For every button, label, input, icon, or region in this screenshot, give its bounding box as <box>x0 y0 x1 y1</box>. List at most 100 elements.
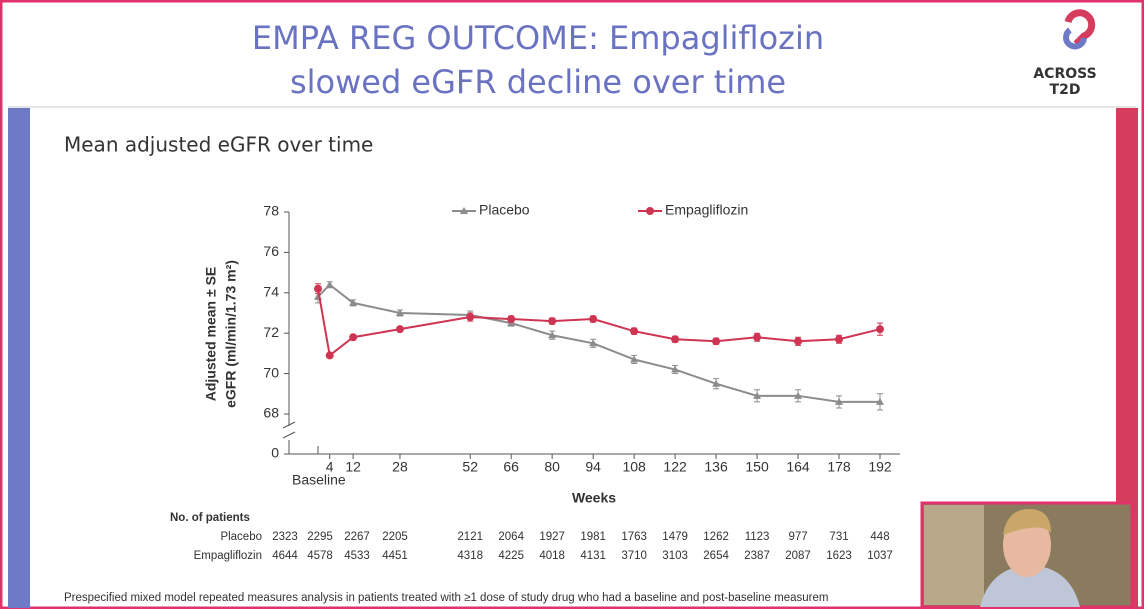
table-cell: 1262 <box>703 531 729 543</box>
right-strip <box>1116 108 1138 608</box>
y-tick-label: 0 <box>271 445 279 461</box>
slide-title: slowed eGFR decline over time <box>290 63 786 101</box>
left-strip <box>8 108 30 608</box>
x-tick-label: 52 <box>462 459 478 475</box>
table-cell: 2323 <box>272 531 298 543</box>
data-point <box>671 335 680 344</box>
x-tick-label: 150 <box>745 459 769 475</box>
x-tick-label: Baseline <box>292 472 346 488</box>
data-point <box>395 325 404 334</box>
slide-title: EMPA REG OUTCOME: Empagliflozin <box>252 19 824 57</box>
table-cell: 1623 <box>826 550 852 562</box>
legend-marker <box>460 207 468 214</box>
table-cell: 4318 <box>457 550 483 562</box>
data-point <box>835 397 844 405</box>
y-tick-label: 76 <box>263 243 279 259</box>
data-point <box>630 327 639 336</box>
x-tick-label: 80 <box>544 459 560 475</box>
table-cell: 2654 <box>703 550 729 562</box>
logo-text: T2D <box>1050 82 1081 98</box>
table-cell: 2087 <box>785 550 811 562</box>
table-cell: 2387 <box>744 550 770 562</box>
table-cell: 3710 <box>621 550 647 562</box>
x-tick-label: 4 <box>326 459 334 475</box>
data-point <box>349 333 358 342</box>
table-cell: 2205 <box>382 531 408 543</box>
table-cell: 2295 <box>307 531 333 543</box>
x-tick-label: 178 <box>827 459 851 475</box>
data-point <box>794 337 803 346</box>
y-axis-label: Adjusted mean ± SE <box>203 267 219 402</box>
data-point <box>630 355 639 363</box>
x-tick-label: 108 <box>622 459 646 475</box>
table-cell: 4131 <box>580 550 606 562</box>
data-point <box>395 309 404 316</box>
data-point <box>712 379 721 387</box>
y-tick-label: 74 <box>263 284 279 300</box>
data-point <box>794 391 803 399</box>
webcam-person <box>1003 509 1051 535</box>
table-cell: 4018 <box>539 550 565 562</box>
data-point <box>325 280 334 288</box>
logo: ACROSS T2D <box>1033 9 1097 98</box>
data-point <box>753 333 762 342</box>
y-tick-label: 68 <box>263 405 279 421</box>
table-cell: 2267 <box>344 531 370 543</box>
data-point <box>589 315 598 324</box>
table-cell: 448 <box>870 531 889 543</box>
data-point <box>876 397 884 405</box>
table-row-label: Empagliflozin <box>194 550 262 562</box>
table-cell: 1479 <box>662 531 688 543</box>
x-tick-label: 12 <box>345 459 361 475</box>
x-tick-label: 122 <box>663 459 687 475</box>
table-cell: 4644 <box>272 550 298 562</box>
data-point <box>314 284 322 293</box>
x-tick-label: 28 <box>392 459 408 475</box>
x-tick-label: 66 <box>503 459 519 475</box>
data-point <box>671 365 680 373</box>
x-tick-label: 136 <box>704 459 728 475</box>
legend-label: Empagliflozin <box>665 202 748 218</box>
table-cell: 2064 <box>498 531 524 543</box>
data-point <box>548 331 557 339</box>
data-point <box>712 337 721 346</box>
table-cell: 1763 <box>621 531 647 543</box>
x-tick-label: 164 <box>786 459 810 475</box>
table-cell: 3103 <box>662 550 688 562</box>
legend-label: Placebo <box>479 202 530 218</box>
table-cell: 977 <box>788 531 807 543</box>
data-point <box>325 351 334 360</box>
table-cell: 2121 <box>457 531 483 543</box>
y-axis-label: eGFR (ml/min/1.73 m²) <box>223 260 239 408</box>
axis-break <box>282 421 296 439</box>
chart-subtitle: Mean adjusted eGFR over time <box>64 133 373 157</box>
y-tick-label: 72 <box>263 324 279 340</box>
table-cell: 1037 <box>867 550 893 562</box>
data-point <box>589 339 598 347</box>
data-point <box>507 315 516 324</box>
data-point <box>876 325 884 334</box>
x-axis-label: Weeks <box>572 490 616 506</box>
footnote: Prespecified mixed model repeated measur… <box>64 592 828 604</box>
webcam-person <box>980 565 1080 607</box>
data-point <box>753 391 762 399</box>
table-cell: 731 <box>829 531 848 543</box>
legend-marker <box>646 207 654 215</box>
table-cell: 4533 <box>344 550 370 562</box>
table-cell: 1123 <box>745 531 770 543</box>
x-tick-label: 192 <box>868 459 892 475</box>
y-tick-label: 78 <box>263 203 279 219</box>
logo-mark <box>1063 27 1087 50</box>
table-cell: 1927 <box>539 531 565 543</box>
data-point <box>349 298 358 306</box>
table-row-label: Placebo <box>220 531 262 543</box>
x-tick-label: 94 <box>585 459 601 475</box>
table-cell: 4578 <box>307 550 333 562</box>
data-point <box>835 335 844 344</box>
data-point <box>466 313 475 322</box>
table-title: No. of patients <box>170 512 250 524</box>
logo-mark <box>1064 9 1096 47</box>
table-cell: 1981 <box>580 531 606 543</box>
